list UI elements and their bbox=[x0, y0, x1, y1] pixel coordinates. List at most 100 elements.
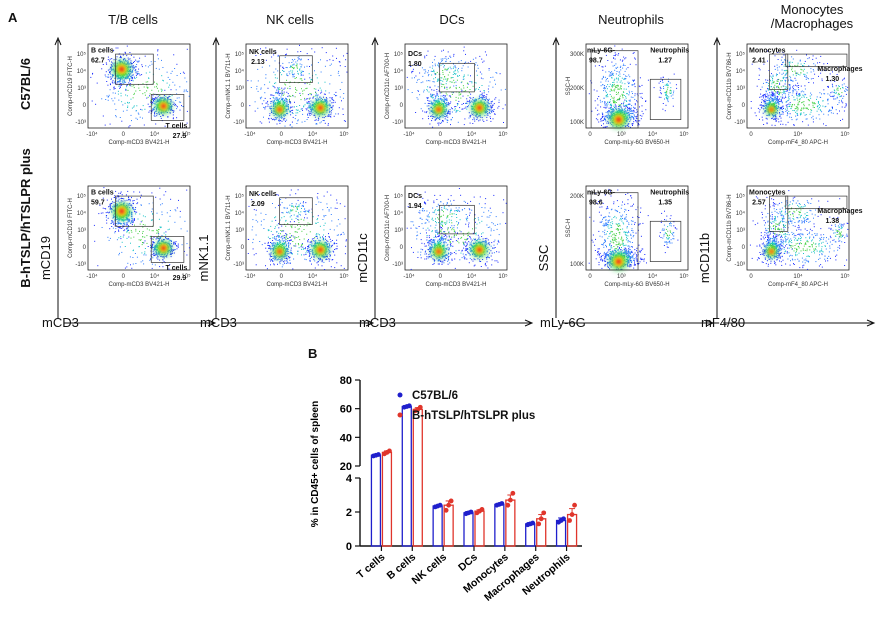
plot-dot bbox=[469, 115, 471, 117]
plot-dot bbox=[113, 49, 115, 51]
plot-dot bbox=[283, 244, 285, 246]
plot-dot bbox=[306, 109, 308, 111]
plot-dot bbox=[432, 81, 434, 83]
plot-dot bbox=[267, 100, 269, 102]
plot-dot bbox=[155, 243, 157, 245]
plot-dot bbox=[487, 113, 489, 115]
plot-dot bbox=[164, 125, 166, 127]
plot-dot bbox=[151, 99, 153, 101]
plot-dot bbox=[306, 103, 308, 104]
plot-dot bbox=[265, 247, 267, 249]
plot-dot bbox=[336, 199, 338, 201]
plot-dot bbox=[114, 81, 116, 83]
plot-dot bbox=[463, 74, 465, 76]
plot-dot bbox=[485, 96, 487, 98]
plot-dot bbox=[278, 98, 280, 100]
plot-dot bbox=[175, 100, 177, 101]
plot-dot bbox=[271, 110, 273, 112]
plot-dot bbox=[253, 209, 255, 211]
plot-dot bbox=[295, 109, 297, 111]
plot-dot bbox=[278, 223, 279, 225]
plot-dot bbox=[278, 204, 279, 206]
plot-dot bbox=[161, 97, 163, 98]
plot-dot bbox=[491, 104, 493, 106]
plot-dot bbox=[140, 197, 141, 199]
plot-dot bbox=[125, 52, 126, 54]
plot-dot bbox=[345, 240, 347, 242]
plot-dot bbox=[271, 242, 273, 244]
plot-dot bbox=[408, 54, 410, 56]
plot-dot bbox=[283, 216, 285, 218]
plot-dot bbox=[156, 84, 158, 86]
plot-dot bbox=[132, 207, 134, 209]
plot-dot bbox=[309, 106, 311, 108]
plot-dot bbox=[325, 238, 326, 240]
plot-dot bbox=[163, 96, 165, 98]
plot-dot bbox=[163, 239, 164, 241]
y-tick-label: 10³ bbox=[235, 86, 244, 92]
x-marker-label: mCD3 bbox=[200, 315, 237, 330]
plot-dot bbox=[336, 245, 338, 247]
plot-dot bbox=[171, 70, 173, 72]
plot-dot bbox=[183, 72, 185, 74]
plot-dot bbox=[443, 101, 445, 102]
plot-dot bbox=[126, 77, 128, 79]
plot-dot bbox=[449, 109, 451, 111]
plot-dot bbox=[269, 98, 271, 100]
plot-dot bbox=[322, 256, 324, 258]
plot-dot bbox=[266, 268, 268, 270]
plot-dot bbox=[140, 204, 142, 206]
column-title: NK cells bbox=[266, 12, 314, 27]
plot-dot bbox=[131, 77, 133, 78]
plot-dot bbox=[167, 229, 169, 231]
plot-dot bbox=[263, 219, 265, 221]
plot-dot bbox=[93, 224, 95, 226]
plot-dot bbox=[176, 108, 178, 110]
plot-dot bbox=[275, 244, 277, 246]
plot-dot bbox=[173, 249, 175, 251]
plot-dot bbox=[297, 119, 299, 121]
plot-dot bbox=[278, 227, 280, 229]
plot-dot bbox=[168, 268, 170, 270]
plot-dot bbox=[431, 95, 433, 96]
plot-dot bbox=[312, 103, 314, 105]
plot-dot bbox=[324, 65, 326, 67]
plot-dot bbox=[271, 56, 273, 58]
plot-dot bbox=[475, 88, 477, 90]
plot-dot bbox=[330, 112, 332, 114]
plot-dot bbox=[285, 100, 287, 102]
plot-dot bbox=[143, 242, 145, 244]
plot-dot bbox=[299, 225, 301, 227]
plot-dot bbox=[120, 191, 122, 193]
plot-dot bbox=[279, 263, 281, 265]
plot-dot bbox=[127, 107, 129, 108]
plot-dot bbox=[122, 236, 124, 238]
plot-dot bbox=[132, 257, 134, 258]
plot-dot bbox=[470, 105, 472, 107]
plot-dot bbox=[273, 237, 275, 239]
plot-dot bbox=[434, 63, 436, 65]
plot-dot bbox=[117, 47, 119, 49]
plot-dot bbox=[468, 92, 470, 94]
plot-dot bbox=[436, 116, 438, 118]
plot-dot bbox=[161, 256, 163, 258]
plot-dot bbox=[292, 116, 294, 118]
plot-dot bbox=[157, 231, 159, 233]
plot-dot bbox=[416, 81, 418, 83]
plot-dot bbox=[490, 105, 492, 107]
plot-dot bbox=[281, 97, 283, 99]
plot-dot bbox=[142, 215, 144, 217]
plot-dot bbox=[283, 243, 285, 244]
plot-dot bbox=[151, 63, 153, 65]
plot-dot bbox=[450, 68, 452, 70]
plot-dot bbox=[113, 205, 115, 207]
plot-dot bbox=[336, 225, 338, 227]
plot-dot bbox=[132, 74, 134, 76]
plot-dot bbox=[319, 259, 321, 261]
plot-dot bbox=[438, 62, 439, 64]
plot-dot bbox=[273, 115, 275, 116]
plot-dot bbox=[150, 257, 152, 259]
plot-dot bbox=[461, 89, 463, 91]
plot-dot bbox=[312, 253, 314, 254]
